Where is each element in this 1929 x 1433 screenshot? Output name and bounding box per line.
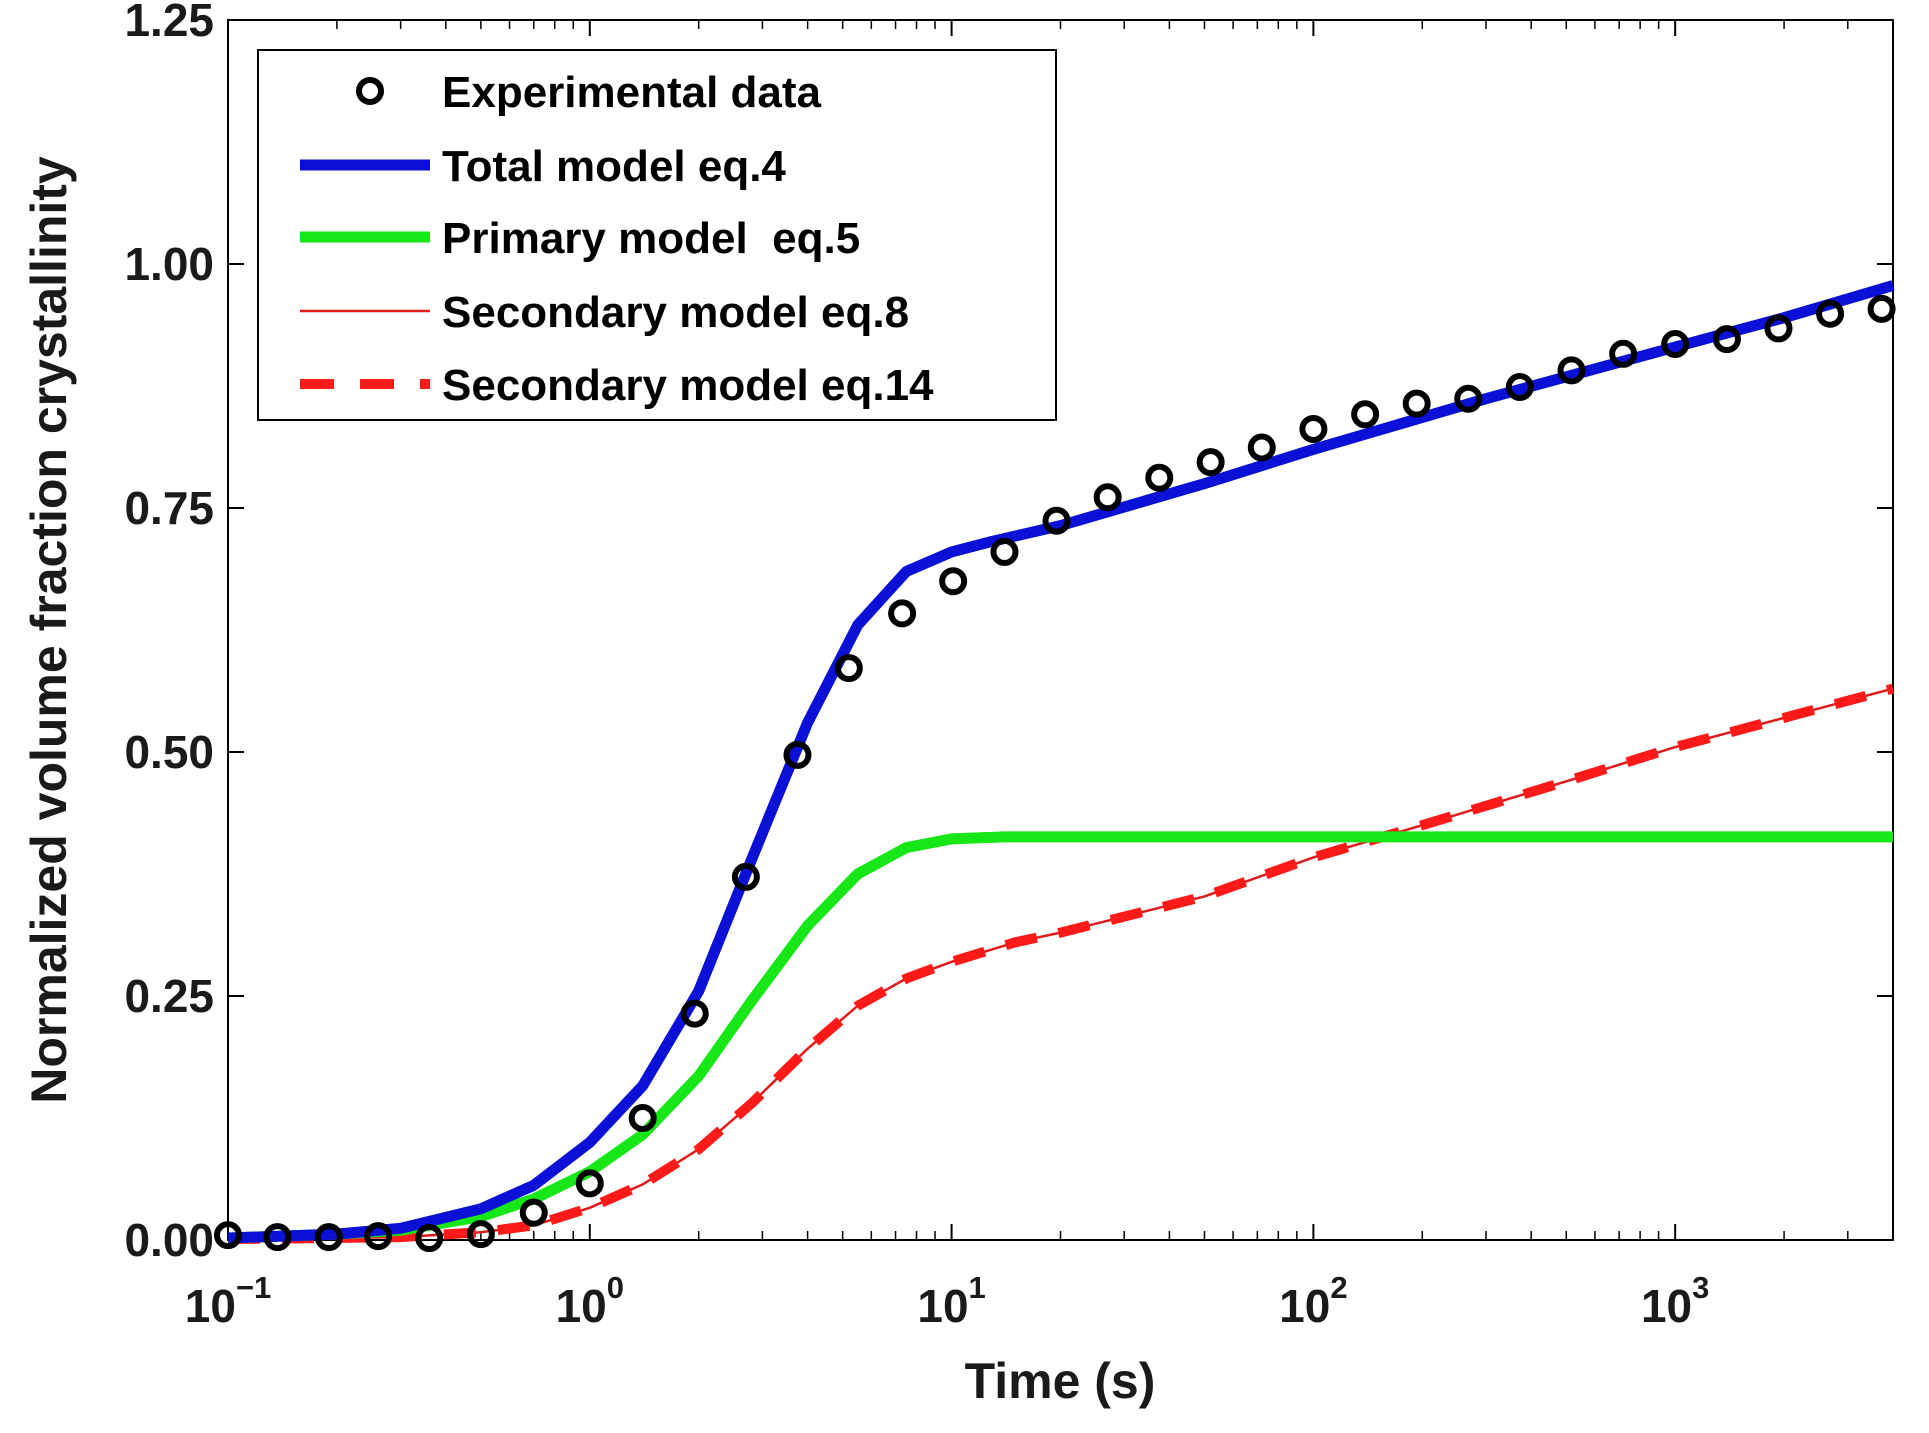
- data-point: [783, 740, 812, 769]
- y-tick-label: 0.00: [124, 1214, 214, 1266]
- data-point: [1454, 384, 1483, 413]
- x-tick-label: 10−1: [185, 1270, 272, 1332]
- data-point: [1299, 414, 1328, 443]
- marker-layer: [214, 294, 1896, 1253]
- data-point: [519, 1198, 548, 1227]
- data-point: [1351, 400, 1380, 429]
- data-point: [1816, 299, 1845, 328]
- legend-label-4: Secondary model eq.14: [442, 361, 934, 410]
- data-point: [1764, 314, 1793, 343]
- x-tick-label: 102: [1279, 1270, 1347, 1332]
- series-line-2: [227, 831, 1893, 1244]
- legend-marker-0: [356, 77, 384, 105]
- data-point: [1093, 483, 1122, 512]
- data-point: [628, 1104, 657, 1132]
- x-axis-ticks: 10−1 100 101 102 103: [185, 20, 1894, 1332]
- legend-label-3: Secondary model eq.8: [442, 288, 909, 337]
- data-point: [214, 1221, 242, 1250]
- x-tick-label: 100: [556, 1270, 624, 1332]
- data-point: [990, 537, 1019, 566]
- data-point: [415, 1224, 444, 1253]
- y-tick-label: 1.25: [124, 0, 214, 46]
- data-point: [1402, 389, 1431, 418]
- data-point: [1505, 372, 1534, 401]
- data-point: [466, 1220, 495, 1249]
- data-point: [1557, 356, 1586, 385]
- data-point: [1042, 506, 1071, 535]
- legend: Experimental data Total model eq.4 Primary…: [257, 49, 1057, 421]
- data-point: [1712, 325, 1741, 354]
- data-point: [364, 1222, 393, 1251]
- data-point: [263, 1223, 292, 1252]
- data-point: [314, 1223, 343, 1252]
- data-point: [1609, 339, 1638, 368]
- series-line-4: [227, 683, 1895, 1244]
- data-point: [1145, 463, 1174, 492]
- data-point: [834, 654, 863, 683]
- y-axis-title: Normalized volume fraction crystallinity: [21, 156, 77, 1104]
- legend-label-0: Experimental data: [442, 68, 822, 117]
- x-tick-label: 103: [1641, 1270, 1709, 1332]
- x-tick-label: 101: [917, 1270, 985, 1332]
- data-point: [680, 999, 709, 1028]
- legend-label-2: Primary model eq.5: [442, 214, 860, 263]
- data-point: [1867, 294, 1896, 323]
- legend-label-1: Total model eq.4: [442, 142, 786, 191]
- data-point: [1661, 330, 1690, 359]
- y-tick-label: 0.25: [124, 970, 214, 1022]
- y-tick-label: 1.00: [124, 238, 214, 290]
- data-point: [575, 1169, 604, 1198]
- data-point: [939, 567, 968, 596]
- series-line-1: [227, 280, 1895, 1244]
- data-point: [731, 862, 760, 891]
- y-tick-label: 0.50: [124, 726, 214, 778]
- x-axis-title: Time (s): [965, 1353, 1156, 1409]
- series-layer: [227, 280, 1895, 1244]
- data-point: [1196, 448, 1225, 477]
- data-point: [888, 599, 917, 628]
- y-axis-ticks: 0.00 0.25 0.50 0.75 1.00 1.25: [124, 0, 1893, 1266]
- data-point: [1247, 433, 1276, 462]
- y-tick-label: 0.75: [124, 482, 214, 534]
